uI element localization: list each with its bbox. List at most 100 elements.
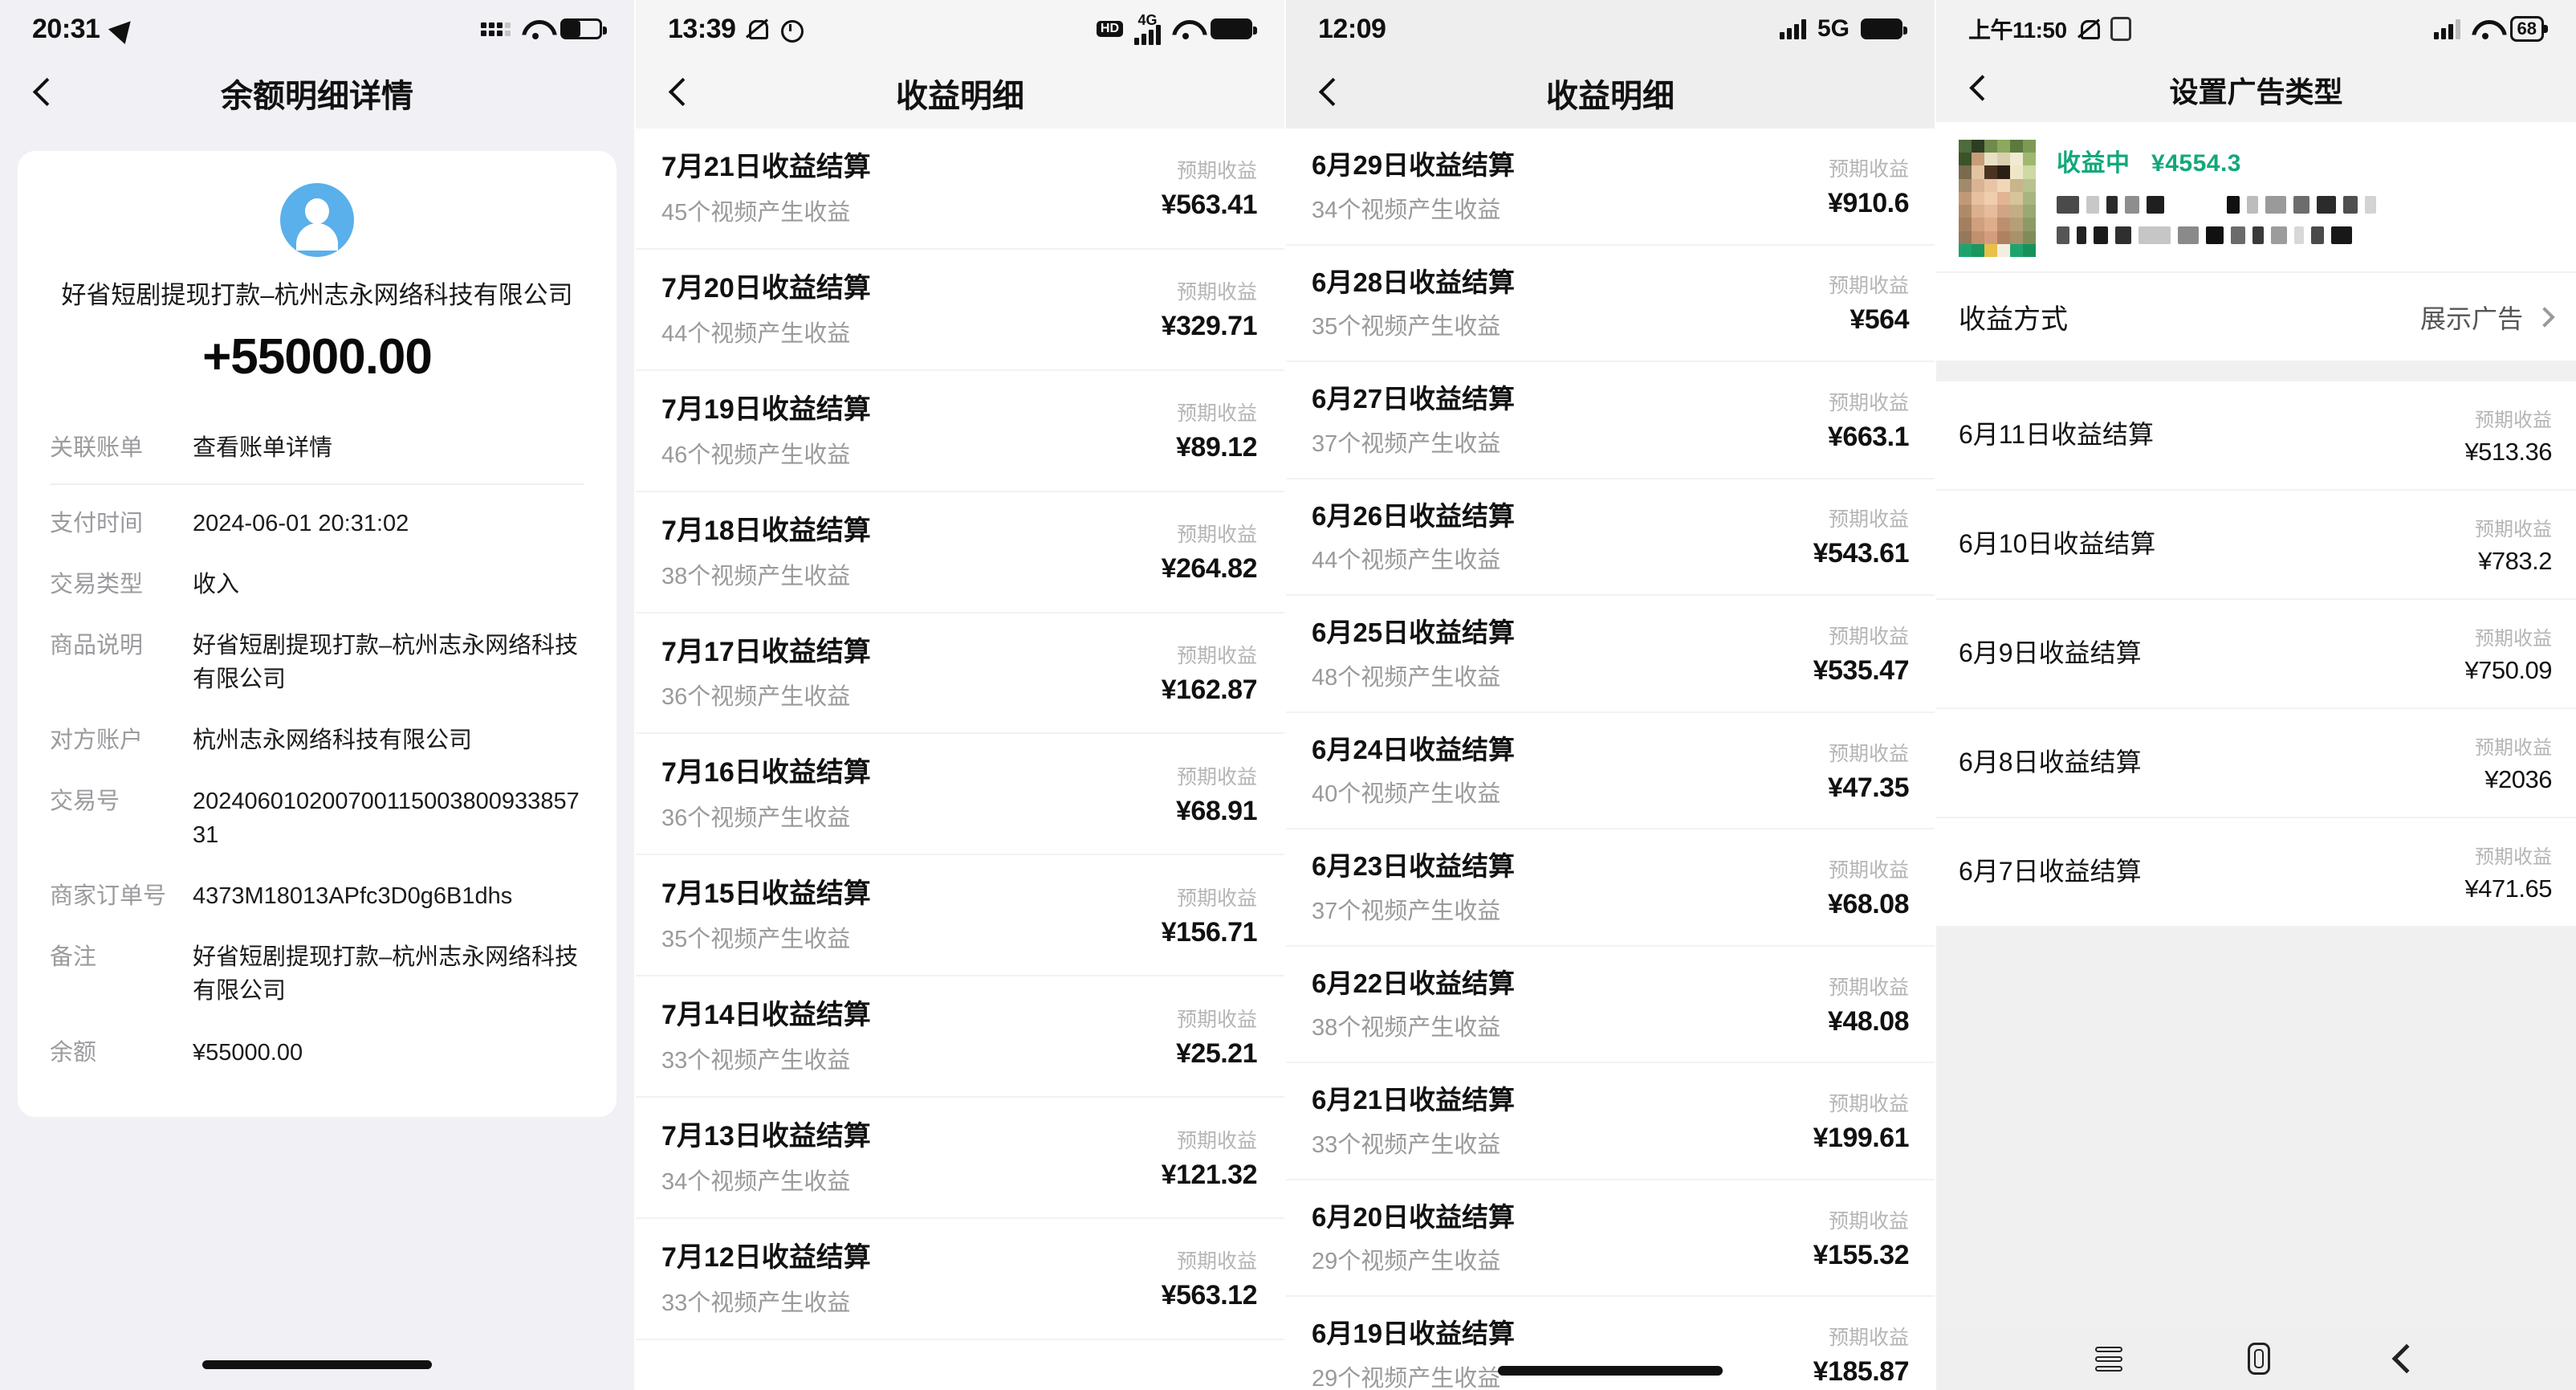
video-thumbnail-mosaic — [1959, 140, 2036, 257]
detail-value: 好省短剧提现打款–杭州志永网络科技有限公司 — [193, 633, 579, 693]
expected-earning-label: 预期收益 — [1828, 859, 1909, 883]
list-item[interactable]: 6月20日收益结算 29个视频产生收益 预期收益 ¥155.32 — [1286, 1180, 1935, 1298]
detail-value: 收入 — [193, 572, 240, 598]
status-time: 13:39 — [668, 13, 736, 44]
list-item[interactable]: 7月17日收益结算 36个视频产生收益 预期收益 ¥162.87 — [636, 613, 1284, 735]
item-title: 7月19日收益结算 — [661, 393, 871, 425]
list-item[interactable]: 6月29日收益结算 34个视频产生收益 预期收益 ¥910.6 — [1286, 128, 1935, 246]
expected-earning-label: 预期收益 — [2475, 519, 2552, 540]
list-item[interactable]: 7月15日收益结算 35个视频产生收益 预期收益 ¥156.71 — [636, 855, 1284, 977]
item-amount: ¥663.1 — [1828, 421, 1910, 452]
list-item[interactable]: 6月9日收益结算 预期收益 ¥750.09 — [1936, 600, 2576, 709]
list-item[interactable]: 7月13日收益结算 34个视频产生收益 预期收益 ¥121.32 — [636, 1098, 1284, 1220]
mute-bell-icon — [745, 17, 769, 41]
panel-ad-type-settings: 上午11:50 68 设置广告类型 — [1935, 0, 2576, 1390]
item-subtitle: 45个视频产生收益 — [661, 199, 851, 226]
item-title: 7月20日收益结算 — [661, 272, 871, 304]
list-item[interactable]: 6月23日收益结算 37个视频产生收益 预期收益 ¥68.08 — [1286, 830, 1935, 947]
item-amount: ¥513.36 — [2464, 438, 2552, 466]
item-title: 6月8日收益结算 — [1959, 748, 2142, 777]
expected-earning-label: 预期收益 — [2475, 846, 2552, 868]
item-subtitle: 34个视频产生收益 — [1312, 197, 1501, 223]
detail-key: 余额 — [50, 1039, 97, 1066]
expected-earning-label: 预期收益 — [1176, 524, 1257, 547]
list-item[interactable]: 7月12日收益结算 33个视频产生收益 预期收益 ¥563.12 — [636, 1219, 1284, 1340]
list-item[interactable]: 7月16日收益结算 36个视频产生收益 预期收益 ¥68.91 — [636, 734, 1284, 856]
menu-icon[interactable] — [2095, 1346, 2123, 1372]
back-chevron-icon[interactable] — [1964, 74, 1996, 106]
list-item[interactable]: 6月10日收益结算 预期收益 ¥783.2 — [1936, 491, 2576, 600]
expected-earning-label: 预期收益 — [2475, 628, 2552, 650]
back-icon[interactable] — [2391, 1343, 2422, 1374]
list-item[interactable]: 6月22日收益结算 38个视频产生收益 预期收益 ¥48.08 — [1286, 947, 1935, 1064]
list-item[interactable]: 7月21日收益结算 45个视频产生收益 预期收益 ¥563.41 — [636, 128, 1284, 250]
expected-earning-label: 预期收益 — [1176, 1129, 1257, 1152]
signal-bars-icon — [1779, 18, 1806, 39]
detail-key: 备注 — [50, 944, 97, 971]
list-item[interactable]: 7月14日收益结算 33个视频产生收益 预期收益 ¥25.21 — [636, 976, 1284, 1099]
item-amount: ¥121.32 — [1161, 1159, 1258, 1190]
detail-row-balance: 余额 ¥55000.00 — [50, 1022, 584, 1083]
panel-balance-detail: 20:31 余额明细详情 好省短剧提现打款–杭州志永网络科技有限公司 +5500… — [0, 0, 634, 1390]
detail-row-linked-bill[interactable]: 关联账单 查看账单详情 — [50, 418, 584, 479]
item-amount: ¥563.12 — [1161, 1280, 1258, 1311]
list-item[interactable]: 6月27日收益结算 37个视频产生收益 预期收益 ¥663.1 — [1286, 362, 1935, 479]
transaction-card: 好省短剧提现打款–杭州志永网络科技有限公司 +55000.00 关联账单 查看账… — [18, 151, 617, 1117]
battery-full-icon — [1211, 18, 1257, 39]
transaction-amount: +55000.00 — [202, 329, 433, 385]
expected-earning-label: 预期收益 — [1828, 157, 1909, 181]
list-item[interactable]: 6月24日收益结算 40个视频产生收益 预期收益 ¥47.35 — [1286, 713, 1935, 830]
status-time: 上午11:50 — [1968, 18, 2067, 43]
item-subtitle: 38个视频产生收益 — [1312, 1015, 1501, 1041]
detail-value: 杭州志永网络科技有限公司 — [193, 728, 473, 754]
detail-value[interactable]: 查看账单详情 — [193, 435, 333, 461]
list-item[interactable]: 7月18日收益结算 38个视频产生收益 预期收益 ¥264.82 — [636, 492, 1284, 613]
list-item[interactable]: 6月28日收益结算 35个视频产生收益 预期收益 ¥564 — [1286, 246, 1935, 363]
status-bar: 12:09 5G — [1286, 0, 1935, 58]
list-item[interactable]: 7月19日收益结算 46个视频产生收益 预期收益 ¥89.12 — [636, 371, 1284, 492]
battery-full-icon — [1861, 18, 1907, 39]
detail-value: 4373M18013APfc3D0g6B1dhs — [193, 883, 513, 910]
redacted-mosaic-blocks-second-row — [2057, 226, 2554, 244]
item-amount: ¥47.35 — [1828, 772, 1910, 803]
item-subtitle: 29个视频产生收益 — [1312, 1366, 1501, 1390]
item-amount: ¥329.71 — [1161, 311, 1258, 342]
item-title: 6月11日收益结算 — [1959, 420, 2155, 450]
item-subtitle: 37个视频产生收益 — [1312, 898, 1501, 924]
expected-earning-label: 预期收益 — [1828, 1093, 1909, 1116]
list-item[interactable]: 6月21日收益结算 33个视频产生收益 预期收益 ¥199.61 — [1286, 1063, 1935, 1180]
list-item[interactable]: 6月8日收益结算 预期收益 ¥2036 — [1936, 709, 2576, 818]
item-subtitle: 44个视频产生收益 — [1312, 548, 1501, 574]
list-item[interactable]: 6月7日收益结算 预期收益 ¥471.65 — [1936, 818, 2576, 927]
promo-video-card[interactable]: 收益中 ¥4554.3 — [1936, 122, 2576, 271]
home-icon[interactable] — [2248, 1343, 2271, 1375]
list-item[interactable]: 6月26日收益结算 44个视频产生收益 预期收益 ¥543.61 — [1286, 479, 1935, 597]
panel-earnings-june: 12:09 5G 收益明细 6月29日收益结算 34个视频产生收益 预期收益 ¥… — [1284, 0, 1935, 1390]
list-item[interactable]: 6月25日收益结算 48个视频产生收益 预期收益 ¥535.47 — [1286, 596, 1935, 713]
list-item[interactable]: 6月19日收益结算 29个视频产生收益 预期收益 ¥185.87 — [1286, 1297, 1935, 1390]
merchant-name: 好省短剧提现打款–杭州志永网络科技有限公司 — [61, 281, 573, 309]
back-chevron-icon[interactable] — [27, 77, 59, 109]
list-item[interactable]: 6月11日收益结算 预期收益 ¥513.36 — [1936, 381, 2576, 491]
item-title: 6月22日收益结算 — [1312, 968, 1516, 998]
detail-key: 交易号 — [50, 789, 120, 815]
item-title: 7月18日收益结算 — [661, 515, 871, 546]
empty-area — [1936, 927, 2576, 1390]
item-title: 6月7日收益结算 — [1959, 857, 2142, 887]
item-title: 6月10日收益结算 — [1959, 529, 2156, 559]
item-title: 7月13日收益结算 — [661, 1121, 871, 1152]
back-chevron-icon[interactable] — [1313, 77, 1345, 109]
item-amount: ¥162.87 — [1161, 675, 1258, 705]
detail-key: 商品说明 — [50, 633, 144, 659]
earnings-list: 6月11日收益结算 预期收益 ¥513.36 6月10日收益结算 预期收益 ¥7… — [1936, 381, 2576, 927]
item-amount: ¥535.47 — [1813, 654, 1910, 686]
back-chevron-icon[interactable] — [663, 77, 695, 109]
expected-earning-label: 预期收益 — [1176, 1008, 1257, 1031]
earning-mode-row[interactable]: 收益方式 展示广告 — [1936, 271, 2576, 361]
item-amount: ¥783.2 — [2478, 547, 2552, 575]
item-amount: ¥750.09 — [2464, 656, 2552, 684]
list-item[interactable]: 7月20日收益结算 44个视频产生收益 预期收益 ¥329.71 — [636, 250, 1284, 371]
item-title: 6月9日收益结算 — [1959, 638, 2142, 668]
item-amount: ¥910.6 — [1828, 187, 1910, 218]
